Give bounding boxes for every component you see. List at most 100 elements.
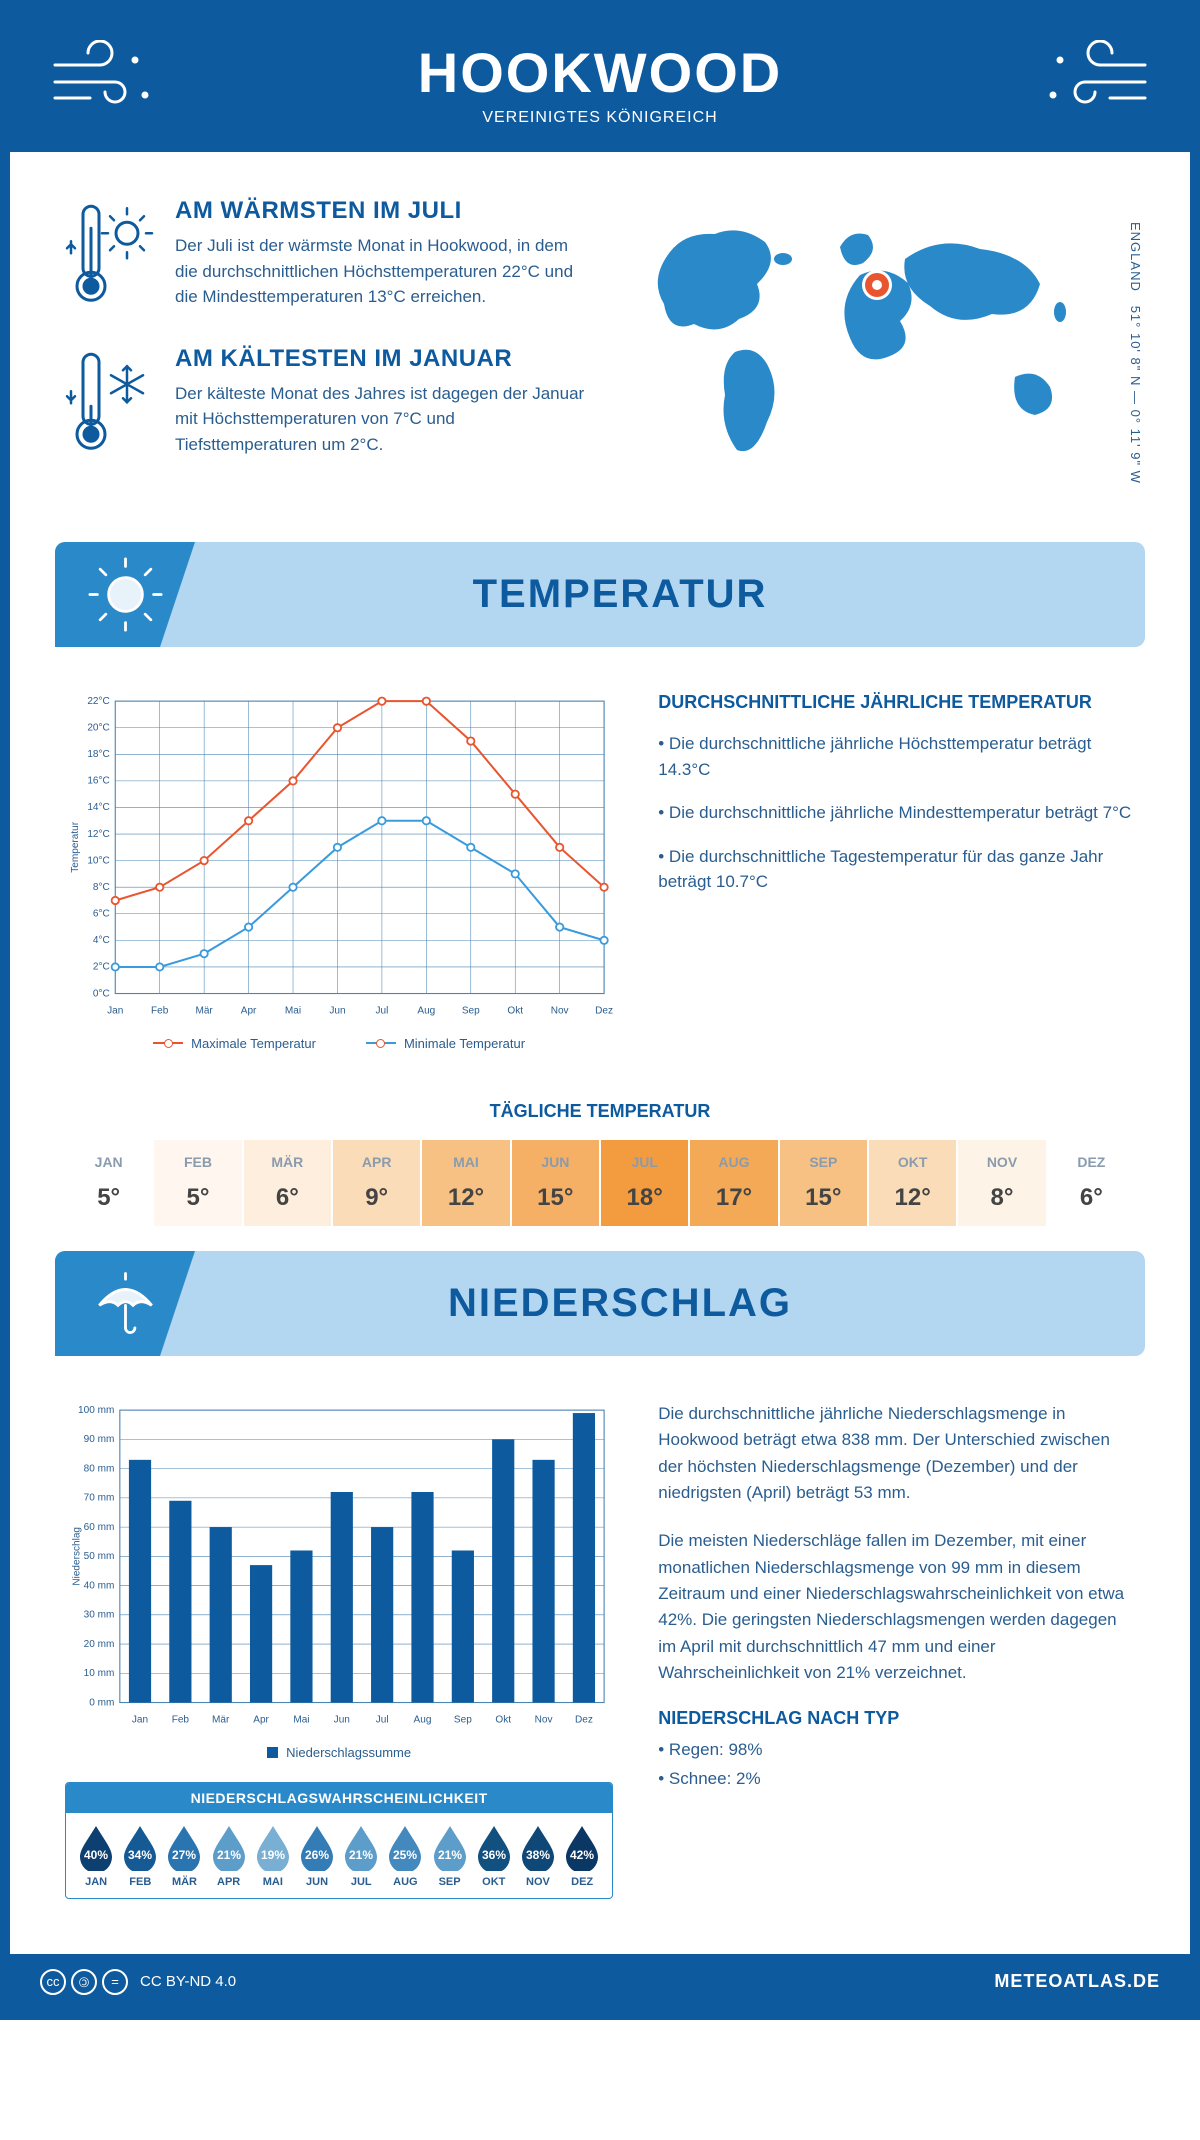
svg-text:34%: 34% (128, 1848, 152, 1862)
svg-text:Mai: Mai (293, 1715, 309, 1726)
prob-cell: 21% SEP (428, 1823, 472, 1888)
temp-info-heading: DURCHSCHNITTLICHE JÄHRLICHE TEMPERATUR (658, 692, 1135, 713)
prob-cell: 34% FEB (118, 1823, 162, 1888)
daily-temp-cell: MAI 12° (422, 1140, 509, 1226)
precip-text: Die durchschnittliche jährliche Niedersc… (658, 1401, 1135, 1899)
svg-text:14°C: 14°C (87, 802, 109, 813)
temperature-chart: 0°C 2°C 4°C 6°C 8°C 10°C 12°C 14°C 16°C 18°C 20°C 2… (65, 692, 613, 1051)
svg-text:Dez: Dez (595, 1006, 613, 1017)
precipitation-chart: 0 mm10 mm20 mm30 mm40 mm50 mm60 mm70 mm8… (65, 1401, 613, 1730)
svg-text:21%: 21% (349, 1848, 373, 1862)
world-map (615, 197, 1135, 477)
svg-text:2°C: 2°C (93, 962, 110, 973)
svg-text:12°C: 12°C (87, 829, 109, 840)
svg-text:10 mm: 10 mm (84, 1668, 115, 1679)
footer: cc🄯= CC BY-ND 4.0 METEOATLAS.DE (10, 1954, 1190, 2010)
svg-text:4°C: 4°C (93, 935, 110, 946)
svg-text:38%: 38% (526, 1848, 550, 1862)
sun-icon (88, 557, 163, 632)
svg-text:Dez: Dez (575, 1715, 593, 1726)
svg-text:Jul: Jul (375, 1006, 388, 1017)
svg-text:16°C: 16°C (87, 776, 109, 787)
license-text: CC BY-ND 4.0 (140, 1973, 236, 1990)
svg-text:10°C: 10°C (87, 855, 109, 866)
prob-cell: 19% MAI (251, 1823, 295, 1888)
svg-text:40 mm: 40 mm (84, 1580, 115, 1591)
temperature-heading: TEMPERATUR (195, 572, 1145, 617)
prob-cell: 40% JAN (74, 1823, 118, 1888)
svg-text:Aug: Aug (417, 1006, 435, 1017)
prob-heading: NIEDERSCHLAGSWAHRSCHEINLICHKEIT (66, 1783, 612, 1813)
coldest-body: Der kälteste Monat des Jahres ist dagege… (175, 381, 585, 458)
svg-text:20°C: 20°C (87, 722, 109, 733)
prob-cell: 21% JUL (339, 1823, 383, 1888)
svg-text:Mär: Mär (212, 1715, 230, 1726)
svg-text:19%: 19% (261, 1848, 285, 1862)
svg-text:Feb: Feb (151, 1006, 169, 1017)
svg-text:Nov: Nov (535, 1715, 553, 1726)
header: HOOKWOOD VEREINIGTES KÖNIGREICH (10, 10, 1190, 152)
svg-text:18°C: 18°C (87, 749, 109, 760)
svg-text:60 mm: 60 mm (84, 1522, 115, 1533)
temperature-info: DURCHSCHNITTLICHE JÄHRLICHE TEMPERATUR •… (658, 692, 1135, 1051)
infographic-frame: HOOKWOOD VEREINIGTES KÖNIGREICH (0, 0, 1200, 2020)
svg-text:100 mm: 100 mm (78, 1405, 114, 1416)
daily-temp-cell: SEP 15° (780, 1140, 867, 1226)
svg-text:26%: 26% (305, 1848, 329, 1862)
daily-temp-cell: DEZ 6° (1048, 1140, 1135, 1226)
daily-temp-cell: JUN 15° (512, 1140, 599, 1226)
svg-text:30 mm: 30 mm (84, 1609, 115, 1620)
svg-text:Sep: Sep (462, 1006, 480, 1017)
svg-text:Jun: Jun (329, 1006, 345, 1017)
site-name: METEOATLAS.DE (994, 1971, 1160, 1992)
svg-text:50 mm: 50 mm (84, 1551, 115, 1562)
daily-temp-cell: JUL 18° (601, 1140, 688, 1226)
daily-temp-cell: MÄR 6° (244, 1140, 331, 1226)
svg-text:Okt: Okt (507, 1006, 523, 1017)
svg-text:Aug: Aug (414, 1715, 432, 1726)
svg-text:Apr: Apr (241, 1006, 257, 1017)
prob-cell: 27% MÄR (162, 1823, 206, 1888)
svg-text:20 mm: 20 mm (84, 1639, 115, 1650)
svg-text:Sep: Sep (454, 1715, 472, 1726)
location-title: HOOKWOOD (30, 40, 1170, 105)
thermometer-sun-icon (65, 197, 155, 310)
svg-text:Jan: Jan (132, 1715, 148, 1726)
warmest-fact: AM WÄRMSTEN IM JULI Der Juli ist der wär… (65, 197, 585, 310)
precip-type-heading: NIEDERSCHLAG NACH TYP (658, 1708, 1135, 1729)
prob-cell: 42% DEZ (560, 1823, 604, 1888)
svg-text:Apr: Apr (253, 1715, 269, 1726)
temperature-legend: .legend-swatch:nth-child(1)::before{bord… (65, 1036, 613, 1051)
svg-text:Okt: Okt (495, 1715, 511, 1726)
daily-temp-cell: AUG 17° (690, 1140, 777, 1226)
daily-temp-grid: JAN 5° FEB 5° MÄR 6° APR 9° MAI 12° JUN … (65, 1140, 1135, 1226)
svg-text:Jan: Jan (107, 1006, 123, 1017)
coldest-title: AM KÄLTESTEN IM JANUAR (175, 345, 585, 373)
precipitation-heading: NIEDERSCHLAG (195, 1281, 1145, 1326)
svg-text:21%: 21% (438, 1848, 462, 1862)
svg-text:6°C: 6°C (93, 909, 110, 920)
svg-text:Mär: Mär (195, 1006, 213, 1017)
daily-temp-cell: NOV 8° (958, 1140, 1045, 1226)
svg-text:0°C: 0°C (93, 988, 110, 999)
prob-cell: 21% APR (207, 1823, 251, 1888)
location-subtitle: VEREINIGTES KÖNIGREICH (30, 109, 1170, 127)
svg-text:80 mm: 80 mm (84, 1463, 115, 1474)
svg-text:27%: 27% (172, 1848, 196, 1862)
precip-legend: Niederschlagssumme (65, 1745, 613, 1760)
warmest-body: Der Juli ist der wärmste Monat in Hookwo… (175, 233, 585, 310)
svg-text:Jun: Jun (334, 1715, 350, 1726)
svg-text:36%: 36% (482, 1848, 506, 1862)
svg-text:0 mm: 0 mm (89, 1697, 114, 1708)
svg-text:25%: 25% (393, 1848, 417, 1862)
thermometer-snow-icon (65, 345, 155, 458)
svg-text:Jul: Jul (376, 1715, 389, 1726)
svg-text:Feb: Feb (172, 1715, 190, 1726)
daily-temp-cell: FEB 5° (154, 1140, 241, 1226)
daily-temp-title: TÄGLICHE TEMPERATUR (10, 1101, 1190, 1122)
svg-text:8°C: 8°C (93, 882, 110, 893)
svg-text:22°C: 22°C (87, 696, 109, 707)
svg-text:42%: 42% (570, 1848, 594, 1862)
svg-text:21%: 21% (217, 1848, 241, 1862)
precipitation-banner: NIEDERSCHLAG (55, 1251, 1145, 1356)
